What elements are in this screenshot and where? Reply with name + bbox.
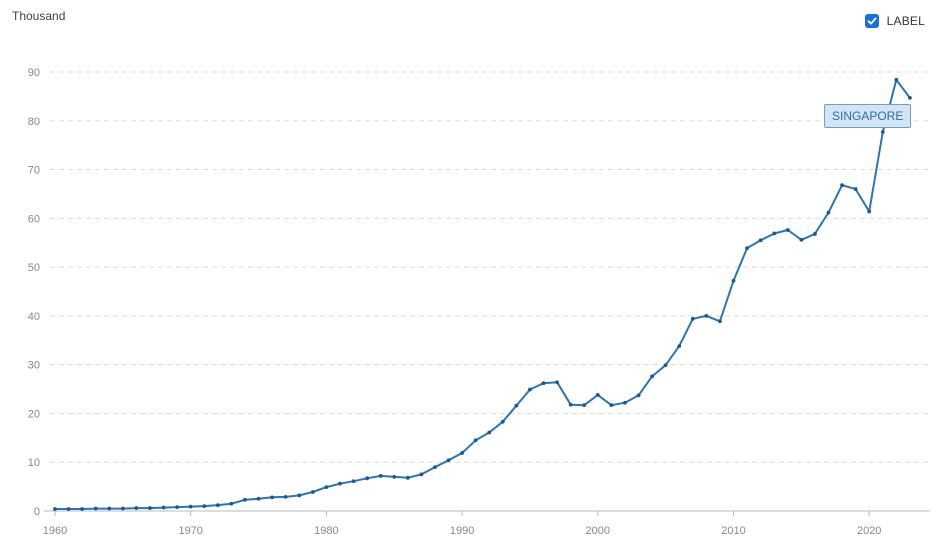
data-point-1990 [460,451,464,455]
data-point-1998 [568,402,573,407]
data-point-2006 [677,344,682,349]
data-point-2011 [745,246,749,250]
data-point-2017 [826,210,831,215]
series-label-singapore: SINGAPORE [824,104,912,128]
data-point-2014 [785,228,790,232]
data-point-1982 [351,479,356,484]
data-point-1960 [53,507,57,511]
legend-label: LABEL [886,14,925,28]
data-point-2015 [799,237,804,242]
data-point-1968 [161,505,166,510]
data-point-2010 [731,278,736,283]
data-point-2003 [636,393,641,398]
x-tick-label-2010: 2010 [721,525,745,537]
data-point-2013 [772,231,777,236]
data-point-1989 [446,458,451,463]
data-point-2020 [867,209,872,214]
data-point-1961 [66,507,71,511]
data-point-1985 [392,474,397,479]
data-point-1964 [107,506,112,511]
y-tick-label-20: 20 [28,408,40,420]
data-point-1987 [419,472,424,477]
data-point-1977 [283,494,288,499]
y-tick-label-90: 90 [28,67,40,79]
data-point-2004 [650,374,654,379]
y-tick-label-80: 80 [28,116,40,128]
x-tick-label-2020: 2020 [857,525,881,537]
data-point-1999 [582,403,587,408]
data-point-2000 [595,393,600,397]
y-tick-label-10: 10 [28,457,40,469]
data-point-1966 [134,506,139,510]
y-tick-label-30: 30 [28,360,40,372]
data-point-1997 [555,380,559,385]
data-point-1995 [528,387,532,392]
data-point-1992 [487,430,492,435]
data-point-1986 [405,475,410,480]
y-tick-label-50: 50 [28,262,40,274]
data-point-2009 [718,319,722,324]
data-point-1976 [270,495,275,500]
data-point-1980 [324,485,329,489]
series-line-singapore [55,78,911,510]
data-point-2012 [758,238,763,243]
checkmark-icon [867,17,877,25]
y-tick-label-0: 0 [34,506,40,518]
data-point-2016 [813,232,817,236]
x-axis: 1960 1970 1980 1990 2000 2010 2020 [43,510,930,537]
x-tick-label-1980: 1980 [314,525,338,537]
y-unit-label: Thousand [12,9,66,23]
data-point-1962 [80,507,85,511]
data-point-1984 [378,473,383,478]
data-point-2008 [704,313,709,318]
y-axis: 0 10 20 30 40 50 60 70 80 90 [28,67,40,518]
data-point-1972 [215,503,220,508]
data-point-1979 [310,490,315,494]
data-point-1996 [541,381,546,386]
data-point-1965 [120,506,125,511]
series-singapore [53,77,912,511]
data-point-2007 [690,316,695,321]
x-tick-label-1970: 1970 [178,525,202,537]
data-point-2005 [663,363,668,368]
data-point-1971 [202,504,207,509]
data-point-1978 [297,493,302,498]
data-point-1969 [175,505,180,509]
data-point-1988 [433,465,437,469]
data-point-2023 [908,95,912,100]
data-point-1983 [365,476,370,481]
data-point-2022 [894,77,899,82]
y-tick-label-60: 60 [28,213,40,225]
data-point-2019 [853,187,858,191]
legend-toggle[interactable]: LABEL [864,14,925,28]
data-point-2018 [840,183,844,188]
data-point-2021 [880,130,885,134]
data-point-2001 [609,403,614,408]
data-point-1993 [500,419,505,424]
data-point-1991 [473,438,478,443]
data-point-1963 [93,506,98,511]
data-point-1973 [229,501,234,506]
y-tick-label-40: 40 [28,311,40,323]
data-point-1970 [188,504,193,509]
grid-lines [50,71,930,463]
data-point-1975 [256,496,261,501]
y-tick-label-70: 70 [28,165,40,177]
x-tick-label-2000: 2000 [586,525,610,537]
x-tick-label-1960: 1960 [43,525,67,537]
legend-checkbox[interactable] [864,14,879,28]
data-point-1994 [514,403,519,408]
x-tick-label-1990: 1990 [450,525,474,537]
data-point-1967 [148,506,152,510]
data-point-1981 [338,481,342,486]
data-point-2002 [623,400,627,405]
data-point-1974 [243,497,247,502]
